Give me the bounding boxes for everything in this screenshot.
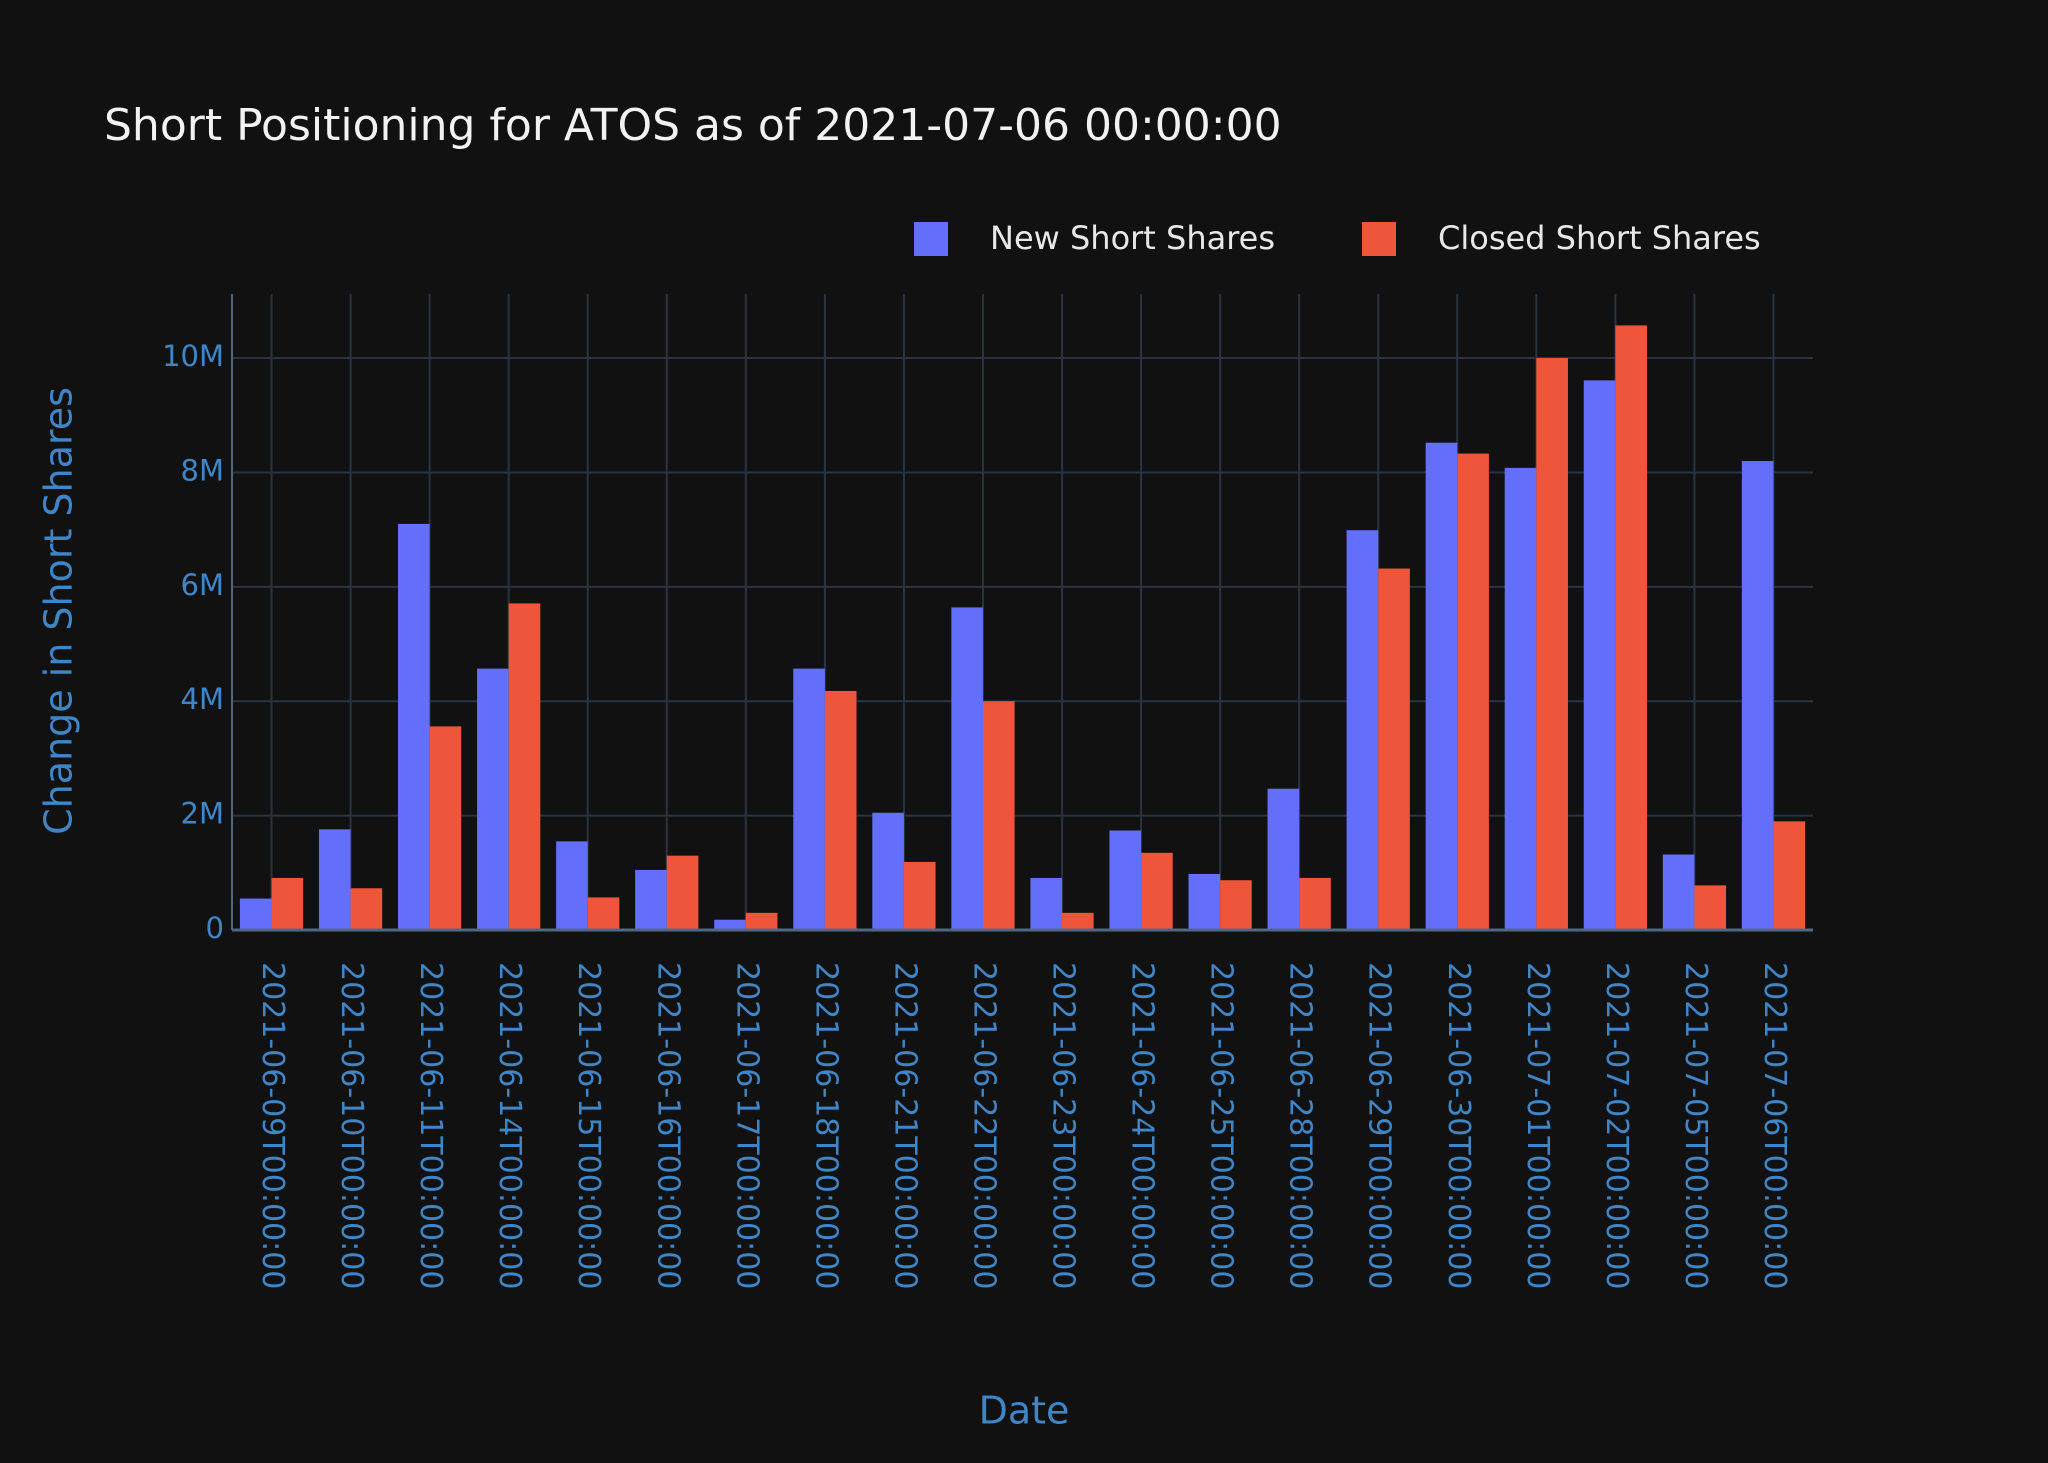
x-tick-label: 2021-06-15T00:00:00 [571,962,606,1289]
bar [982,701,1015,930]
x-tick-label: 2021-06-23T00:00:00 [1046,962,1081,1289]
legend-label[interactable]: Closed Short Shares [1438,219,1761,257]
chart-title: Short Positioning for ATOS as of 2021-07… [104,100,1282,151]
bar [429,726,462,930]
bar [1141,852,1173,930]
bar [635,869,667,930]
bar [1267,788,1300,930]
x-tick-label: 2021-06-28T00:00:00 [1283,962,1318,1289]
y-tick-label: 8M [181,453,224,487]
x-tick-label: 2021-06-17T00:00:00 [729,962,764,1289]
bar [1741,461,1774,930]
bar [587,897,620,930]
bar [714,919,746,930]
bar [1425,442,1458,930]
bar [1062,912,1094,930]
bar [556,841,588,930]
bar [1299,877,1331,930]
bar [1662,854,1695,930]
y-axis-title: Change in Short Shares [37,387,81,835]
y-tick-label: 2M [181,797,224,831]
x-tick-label: 2021-06-24T00:00:00 [1125,962,1160,1289]
x-tick-label: 2021-06-18T00:00:00 [808,962,843,1289]
bar [872,812,904,930]
bar [1378,568,1410,930]
bar [951,607,983,930]
x-axis-title: Date [979,1389,1070,1433]
x-tick-label: 2021-06-30T00:00:00 [1441,962,1476,1289]
y-tick-label: 0 [206,911,224,945]
bar [1504,467,1537,930]
bar [318,829,351,930]
bar [793,668,825,930]
bar [1346,530,1379,930]
bar [1220,880,1252,930]
bar [903,861,936,930]
bar [477,668,509,930]
x-tick-label: 2021-07-05T00:00:00 [1678,962,1713,1289]
bar [1773,821,1806,930]
y-tick-label: 10M [162,339,224,373]
x-tick-label: 2021-06-25T00:00:00 [1204,962,1239,1289]
bar [824,690,857,930]
x-tick-label: 2021-07-01T00:00:00 [1520,962,1555,1289]
x-tick-label: 2021-07-02T00:00:00 [1599,962,1634,1289]
bar [1457,453,1489,930]
bar [350,888,383,930]
bar [1615,325,1647,930]
x-tick-label: 2021-06-29T00:00:00 [1362,962,1397,1289]
legend-label[interactable]: New Short Shares [990,219,1275,257]
bar [271,877,304,930]
bar [1109,830,1142,930]
bar [1188,873,1221,930]
bar [1030,877,1063,930]
x-tick-label: 2021-06-11T00:00:00 [413,962,448,1289]
bar [398,523,430,930]
y-tick-label: 4M [181,682,224,716]
legend-swatch[interactable] [914,222,948,256]
bar [1536,358,1568,930]
x-tick-label: 2021-06-09T00:00:00 [255,962,290,1289]
bar [1694,885,1727,930]
bar [508,603,541,930]
x-tick-label: 2021-06-21T00:00:00 [887,962,922,1289]
legend-swatch[interactable] [1362,222,1396,256]
x-tick-label: 2021-06-22T00:00:00 [966,962,1001,1289]
y-tick-label: 6M [181,568,224,602]
x-tick-label: 2021-06-16T00:00:00 [650,962,685,1289]
bar [239,898,272,930]
bar [1583,380,1616,931]
x-tick-label: 2021-06-14T00:00:00 [492,962,527,1289]
bar [745,912,778,930]
x-tick-label: 2021-06-10T00:00:00 [334,962,369,1289]
x-tick-label: 2021-07-06T00:00:00 [1757,962,1792,1289]
bar [666,855,699,930]
